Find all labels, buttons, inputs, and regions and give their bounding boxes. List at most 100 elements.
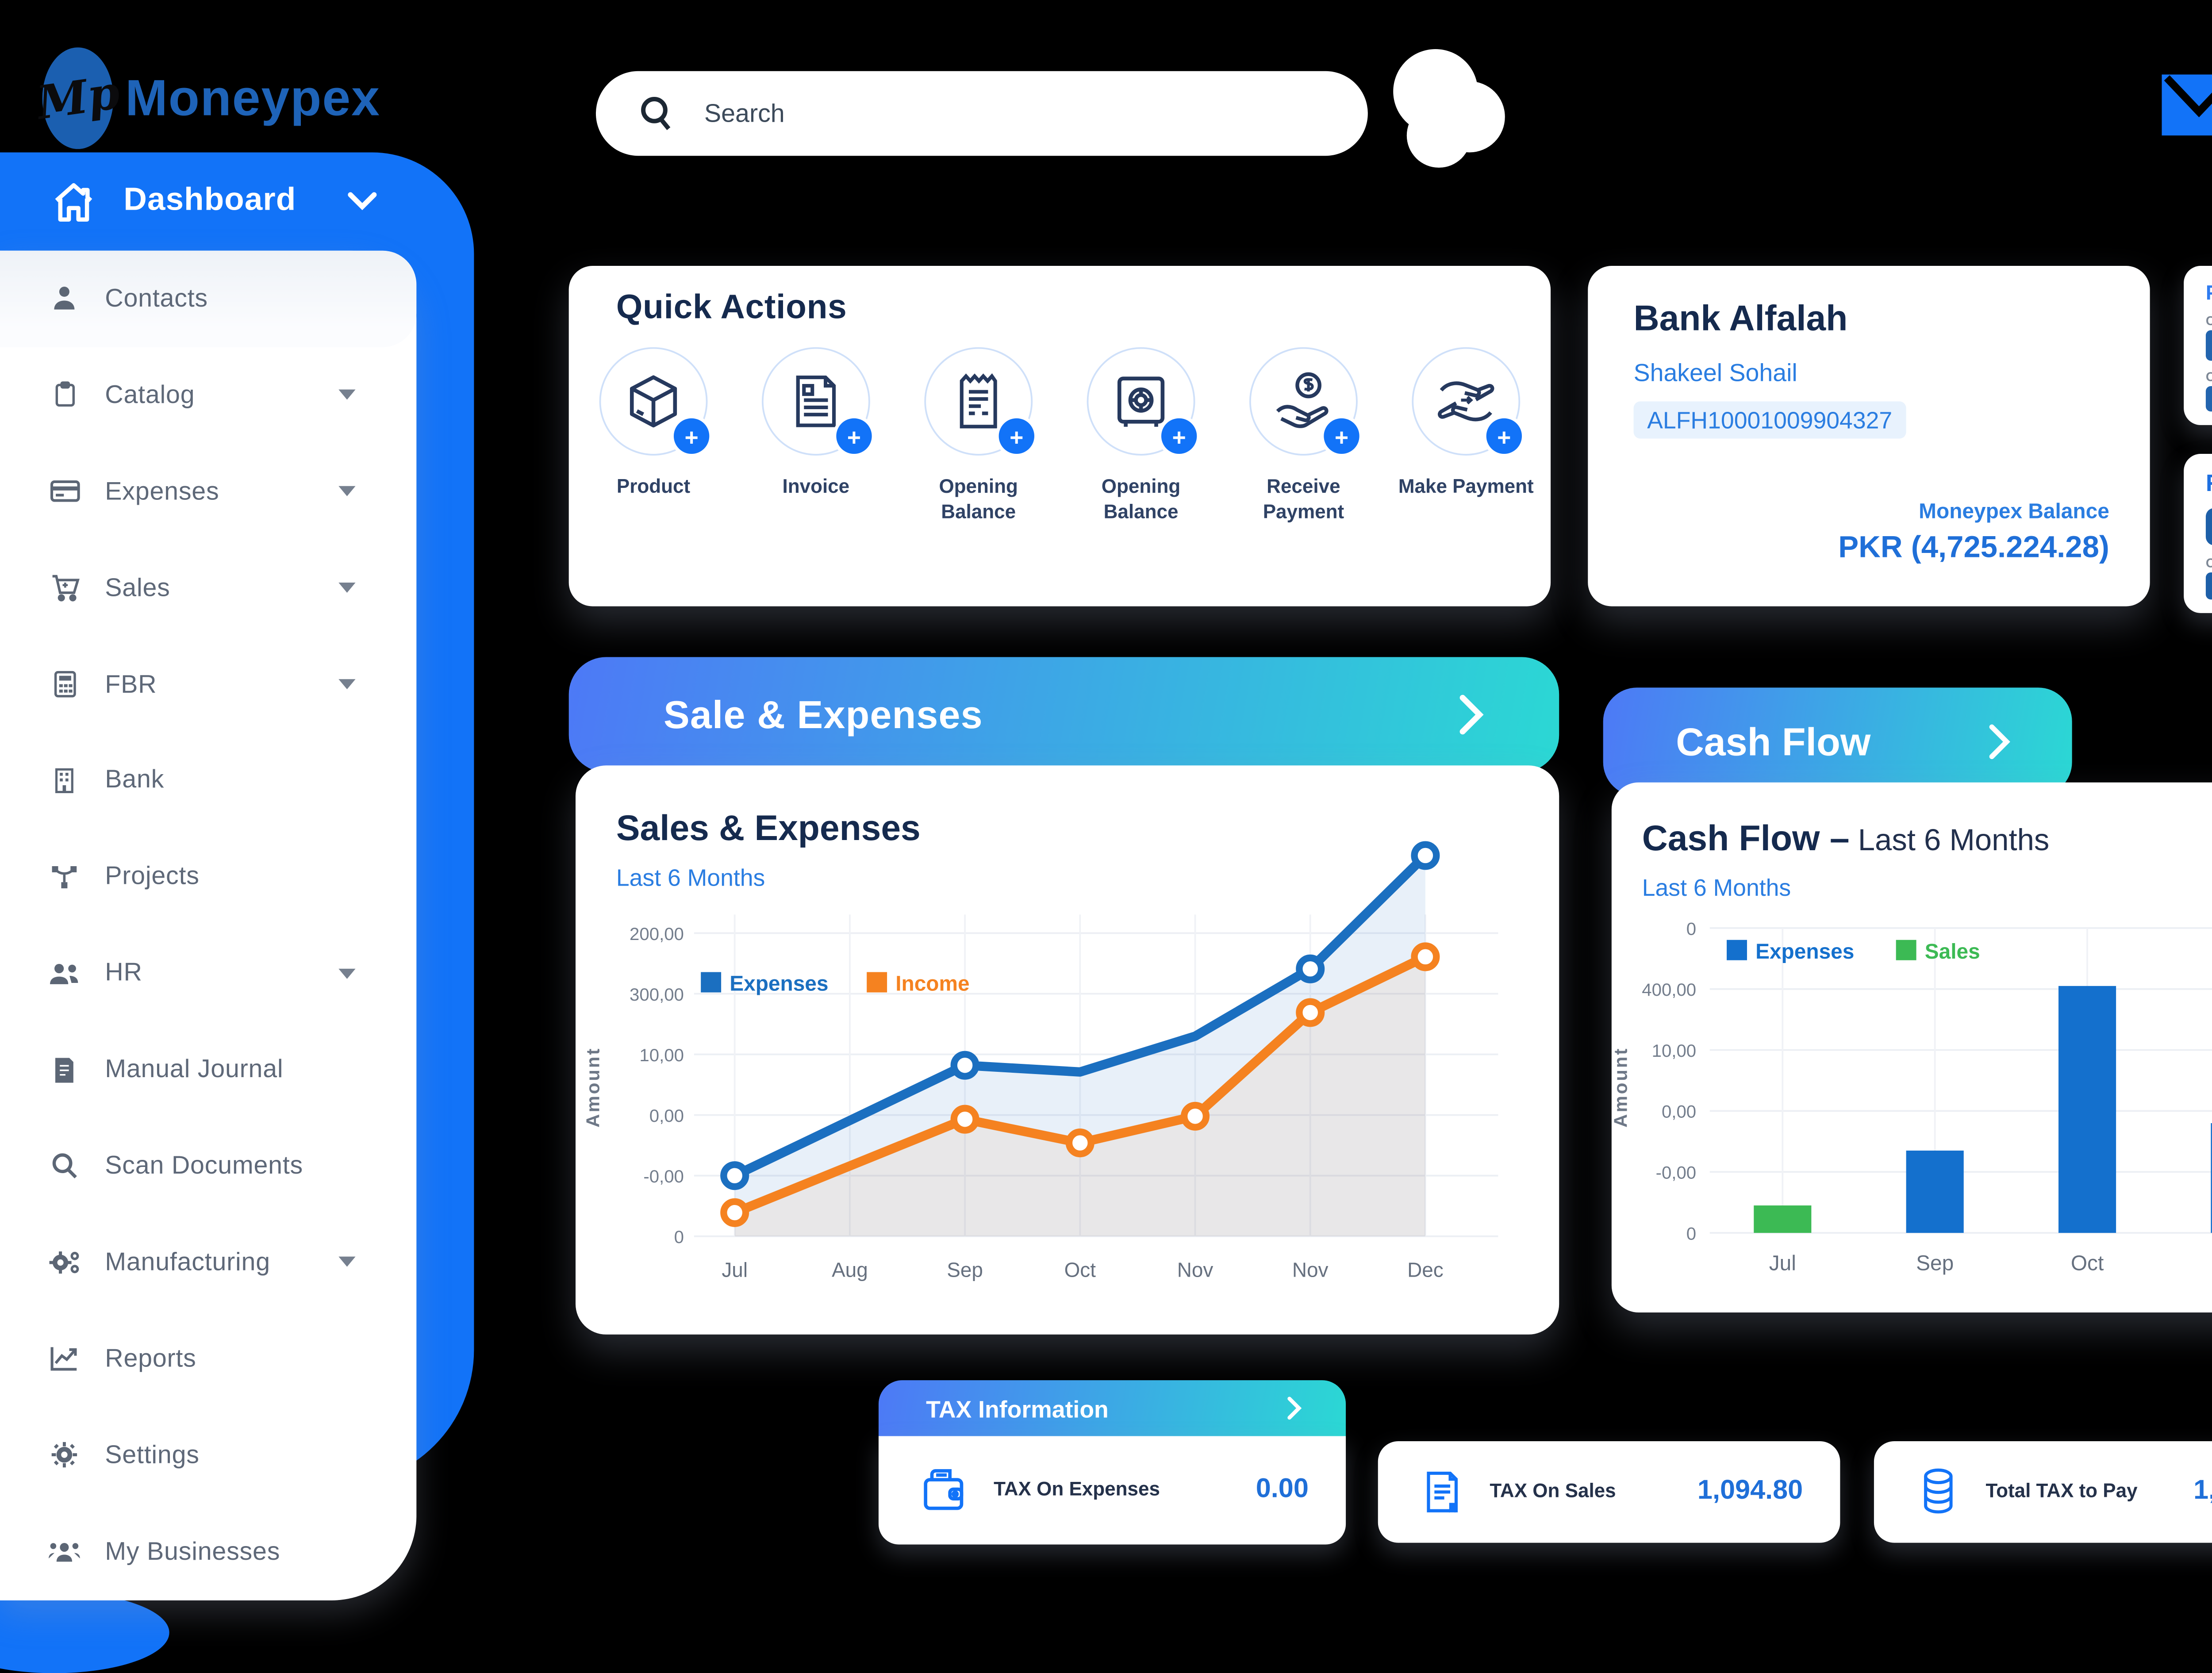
chevron-down-icon xyxy=(338,679,356,690)
sidebar-item-reports[interactable]: Reports xyxy=(0,1310,416,1407)
sales-expenses-header[interactable]: Sale & Expenses xyxy=(568,657,1559,772)
quick-action-opening-balance[interactable]: + Opening Balance xyxy=(1063,347,1219,526)
sidebar-item-label: Scan Documents xyxy=(105,1151,303,1181)
cash-flow-header-label: Cash Flow xyxy=(1676,719,1871,763)
income-point xyxy=(1180,1101,1210,1131)
brand-wordmark: Moneypex xyxy=(125,71,380,127)
mail-button[interactable]: 3 xyxy=(2162,73,2212,137)
sidebar-item-manufacturing[interactable]: Manufacturing xyxy=(0,1214,416,1311)
bar-nov-expenses xyxy=(2211,1123,2212,1233)
bar-jul-sales xyxy=(1754,1205,1812,1233)
quick-action-make-payment[interactable]: + Make Payment xyxy=(1388,347,1544,526)
sidebar-bottom-swoosh xyxy=(0,1592,169,1673)
sidebar-item-settings[interactable]: Settings xyxy=(0,1407,416,1503)
tax-on-sales-value: 1,094.80 xyxy=(1697,1477,1803,1506)
wallet-icon xyxy=(924,1469,964,1510)
sidebar-item-scan-documents[interactable]: Scan Documents xyxy=(0,1118,416,1214)
sidebar-item-manual-journal[interactable]: Manual Journal xyxy=(0,1021,416,1118)
svg-text:400,00: 400,00 xyxy=(1642,980,1696,1000)
expenses-line xyxy=(730,851,1430,1181)
quick-action-invoice[interactable]: + Invoice xyxy=(738,347,894,526)
chart-icon xyxy=(47,1342,81,1376)
receivables-current-bar: CURRENT 58,427,561.80 xyxy=(2205,508,2212,545)
sidebar-item-contacts[interactable]: Contacts xyxy=(0,250,417,347)
cash-flow-header[interactable]: Cash Flow xyxy=(1603,687,2072,796)
expenses-point xyxy=(950,1051,979,1080)
sidebar-item-dashboard[interactable]: Dashboard xyxy=(0,153,474,251)
bank-card: Bank Alfalah Shakeel Sohail ALFH10001009… xyxy=(1588,266,2150,606)
sidebar-item-my-businesses[interactable]: My Businesses xyxy=(0,1503,416,1600)
bank-name: Bank Alfalah xyxy=(1633,299,1848,339)
chevron-right-icon xyxy=(1287,1397,1302,1420)
search-input[interactable] xyxy=(701,97,1267,130)
chevron-down-icon xyxy=(338,583,356,593)
invoice-icon: + xyxy=(761,347,876,457)
sales-expenses-chart: 200,00 300,00 10,00 0,00 -0,00 0 Jul Aug Sep Oct N… xyxy=(583,841,1498,1282)
sales-expenses-card: Sales & Expenses Last 6 Months 200,00 300… xyxy=(576,765,1559,1335)
expenses-point xyxy=(1411,841,1440,870)
team-icon xyxy=(47,1535,81,1569)
svg-text:-0,00: -0,00 xyxy=(643,1166,684,1186)
svg-text:Sep: Sep xyxy=(947,1259,983,1282)
quick-action-label: Invoice xyxy=(782,477,850,498)
gears-icon xyxy=(47,1245,81,1279)
sidebar-item-bank[interactable]: Bank xyxy=(0,733,416,829)
nodes-icon xyxy=(47,860,81,894)
document-icon xyxy=(47,1053,81,1087)
users-icon xyxy=(47,956,81,990)
payables-current-bar: 21,072,547.00 xyxy=(2205,330,2212,361)
bank-balance-value: PKR (4,725.224.28) xyxy=(1838,530,2109,564)
tax-invoice-icon xyxy=(1427,1471,1458,1513)
expenses-point xyxy=(1296,954,1325,983)
search-bar[interactable] xyxy=(595,71,1368,156)
svg-text:0: 0 xyxy=(1686,919,1696,939)
sidebar-item-projects[interactable]: Projects xyxy=(0,829,416,925)
sidebar-item-label: Sales xyxy=(105,573,170,602)
sidebar-menu: Contacts Catalog Expenses Sales FBR Bank Proje… xyxy=(0,250,417,1600)
income-point xyxy=(720,1198,749,1227)
receivables-overdue-track: 7,800.00 xyxy=(2205,572,2212,600)
sidebar-item-sales[interactable]: Sales xyxy=(0,540,416,636)
bank-balance-label: Moneypex Balance xyxy=(1919,499,2109,523)
sidebar-item-catalog[interactable]: Catalog xyxy=(0,347,416,443)
bank-holder: Shakeel Sohail xyxy=(1633,361,1797,388)
chevron-right-icon xyxy=(1989,724,2010,760)
sidebar-item-label: Bank xyxy=(105,766,165,795)
sidebar-item-label: FBR xyxy=(105,670,157,699)
quick-action-label: Opening Balance xyxy=(1101,477,1181,523)
sales-expenses-subtitle: Last 6 Months xyxy=(616,863,765,891)
income-point xyxy=(950,1105,979,1134)
quick-action-receive-payment[interactable]: + Receive Payment xyxy=(1225,347,1381,526)
quick-action-product[interactable]: + Product xyxy=(576,347,731,526)
credit-card-icon xyxy=(47,475,81,509)
svg-text:Oct: Oct xyxy=(2071,1251,2104,1275)
gear-icon xyxy=(47,1438,81,1472)
quick-action-opening-balance[interactable]: + Opening Balance xyxy=(901,347,1056,526)
sidebar-item-fbr[interactable]: FBR xyxy=(0,636,416,733)
cash-flow-chart: 0400,0010,000,00-0,000JulSepOctNovDecAmo… xyxy=(1612,919,2212,1275)
sidebar-item-label: Expenses xyxy=(105,477,219,506)
bank-account-number[interactable]: ALFH10001009904327 xyxy=(1633,401,1906,439)
sidebar-item-hr[interactable]: HR xyxy=(0,925,416,1021)
income-point xyxy=(1411,942,1440,971)
income-point xyxy=(1065,1128,1094,1158)
sidebar: Contacts Catalog Expenses Sales FBR Bank Proje… xyxy=(0,250,417,1600)
chevron-down-icon xyxy=(338,486,356,497)
svg-text:Jul: Jul xyxy=(722,1259,748,1282)
cloud-icon[interactable] xyxy=(1385,41,1513,173)
sales-expenses-title: Sales & Expenses xyxy=(616,809,921,849)
sidebar-item-label: Manufacturing xyxy=(105,1247,270,1277)
svg-text:0: 0 xyxy=(674,1227,684,1247)
income-point xyxy=(1296,998,1325,1027)
svg-text:Sales: Sales xyxy=(1925,940,1980,963)
moneypex-logo: Mp xyxy=(33,47,123,149)
svg-text:Oct: Oct xyxy=(1064,1259,1096,1282)
sidebar-item-label: Manual Journal xyxy=(105,1055,284,1084)
sidebar-item-expenses[interactable]: Expenses xyxy=(0,443,416,540)
plus-icon: + xyxy=(833,414,876,457)
svg-text:Nov: Nov xyxy=(1292,1259,1329,1282)
sidebar-item-label: Dashboard xyxy=(123,183,296,219)
tax-information-header[interactable]: TAX Information xyxy=(878,1380,1346,1436)
tax-information-header-label: TAX Information xyxy=(926,1394,1109,1422)
